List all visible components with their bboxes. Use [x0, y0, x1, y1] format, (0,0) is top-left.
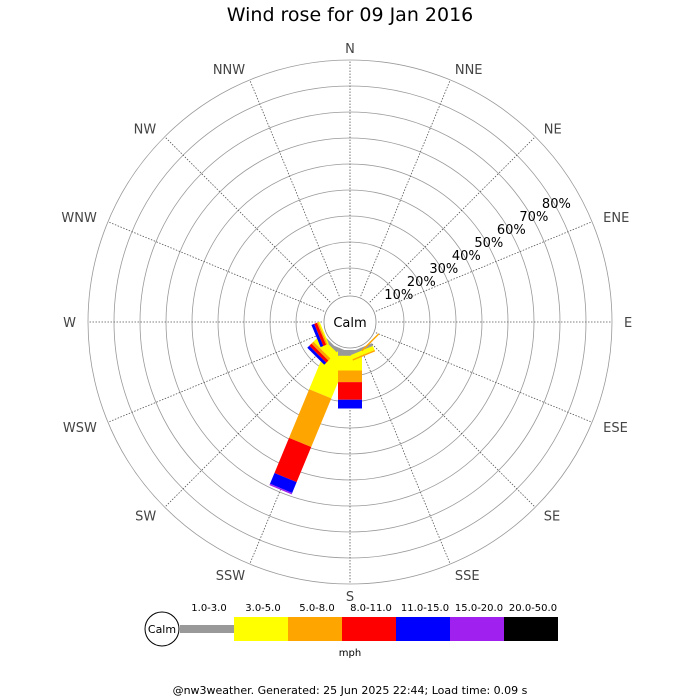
spoke-ese: [375, 332, 593, 423]
bar-wsw-8.0-11.0: [314, 322, 327, 347]
grid-ring: [87, 59, 613, 585]
spoke-nne: [360, 79, 451, 297]
legend-label-15.0-20.0: 15.0-20.0: [455, 603, 503, 614]
footer-text: @nw3weather. Generated: 25 Jun 2025 22:4…: [172, 684, 528, 697]
direction-label-ese: ESE: [603, 421, 628, 436]
bar-s-3.0-5.0: [338, 355, 362, 371]
legend-label-3.0-5.0: 3.0-5.0: [245, 603, 280, 614]
direction-label-w: W: [63, 316, 76, 331]
spoke-se: [369, 341, 536, 508]
radial-tick-60pct: 60%: [497, 223, 526, 238]
legend-swatch-5.0-8.0: [288, 617, 342, 641]
radial-tick-50pct: 50%: [474, 236, 503, 251]
direction-label-e: E: [624, 316, 632, 331]
radial-tick-20pct: 20%: [407, 275, 436, 290]
direction-label-sse: SSE: [455, 569, 480, 584]
legend-label-20.0-50.0: 20.0-50.0: [509, 603, 557, 614]
legend-swatch-20.0-50.0: [504, 617, 558, 641]
legend-label-8.0-11.0: 8.0-11.0: [350, 603, 392, 614]
unit-label: mph: [338, 648, 362, 659]
legend-label-1.0-3.0: 1.0-3.0: [191, 603, 226, 614]
spoke-ene: [375, 221, 593, 312]
bar-ssw-8.0-11.0: [274, 437, 312, 483]
legend-calm-label: Calm: [148, 623, 176, 636]
legend-swatch-15.0-20.0: [450, 617, 504, 641]
direction-label-nnw: NNW: [213, 63, 245, 78]
direction-label-se: SE: [544, 510, 560, 525]
chart-title: Wind rose for 09 Jan 2016: [226, 4, 474, 26]
direction-label-wnw: WNW: [61, 211, 97, 226]
legend-swatch-11.0-15.0: [396, 617, 450, 641]
calm-center: Calm: [323, 295, 377, 349]
direction-label-ne: NE: [544, 122, 562, 137]
bar-ssw-15.0-20.0: [269, 483, 293, 495]
legend-label-5.0-8.0: 5.0-8.0: [299, 603, 334, 614]
direction-label-nw: NW: [134, 122, 157, 137]
direction-label-wsw: WSW: [63, 421, 97, 436]
bar-s-11.0-15.0: [338, 399, 362, 409]
bar-wsw-3.0-5.0: [318, 321, 329, 345]
direction-label-ene: ENE: [603, 211, 629, 226]
bar-se-5.0-8.0: [361, 333, 380, 352]
radial-tick-70pct: 70%: [519, 210, 548, 225]
direction-label-s: S: [346, 590, 354, 605]
direction-label-n: N: [345, 42, 355, 57]
bar-sse-5.0-8.0: [352, 350, 376, 361]
spoke-nnw: [249, 79, 340, 297]
legend-label-11.0-15.0: 11.0-15.0: [401, 603, 449, 614]
radial-tick-80pct: 80%: [542, 197, 571, 212]
bar-s-8.0-11.0: [338, 382, 362, 400]
radial-tick-40pct: 40%: [452, 249, 481, 264]
bar-ssw-11.0-15.0: [269, 472, 297, 493]
legend-swatch-8.0-11.0: [342, 617, 396, 641]
spoke-nw: [164, 136, 331, 303]
bar-s-5.0-8.0: [338, 370, 362, 383]
direction-label-nne: NNE: [455, 63, 483, 78]
legend-swatch-3.0-5.0: [234, 617, 288, 641]
direction-label-sw: SW: [135, 510, 156, 525]
calm-label: Calm: [333, 316, 366, 331]
legend-swatch-1.0-3.0: [180, 625, 234, 633]
bar-ssw-5.0-8.0: [289, 389, 332, 448]
bar-sse-3.0-5.0: [350, 345, 375, 360]
radial-tick-30pct: 30%: [429, 262, 458, 277]
spoke-ne: [369, 136, 536, 303]
bar-wsw-5.0-8.0: [316, 322, 328, 345]
bar-sw-11.0-15.0: [307, 345, 327, 365]
spoke-wsw: [107, 332, 325, 423]
direction-label-ssw: SSW: [216, 569, 246, 584]
radial-tick-10pct: 10%: [384, 288, 413, 303]
bar-sw-8.0-11.0: [309, 343, 329, 363]
legend-calm-circle: [144, 611, 180, 647]
calm-circle: [323, 295, 377, 349]
grid-ring: [139, 111, 561, 533]
wind-bars: [269, 321, 380, 495]
bar-sw-5.0-8.0: [311, 341, 331, 361]
spoke-wnw: [107, 221, 325, 312]
bar-wsw-11.0-15.0: [311, 323, 324, 348]
radial-tick-labels: 10%20%30%40%50%60%70%80%: [384, 197, 571, 303]
spoke-sw: [164, 341, 331, 508]
speed-legend: Calm 1.0-3.0 3.0-5.0 5.0-8.0 8.0-11.0 11.0-15…: [144, 603, 558, 647]
spoke-sse: [360, 347, 451, 565]
grid-ring: [217, 189, 483, 455]
direction-labels: N NNE NE ENE E ESE SE SSE S SSW SW WSW W WNW NW NNW: [61, 42, 632, 605]
